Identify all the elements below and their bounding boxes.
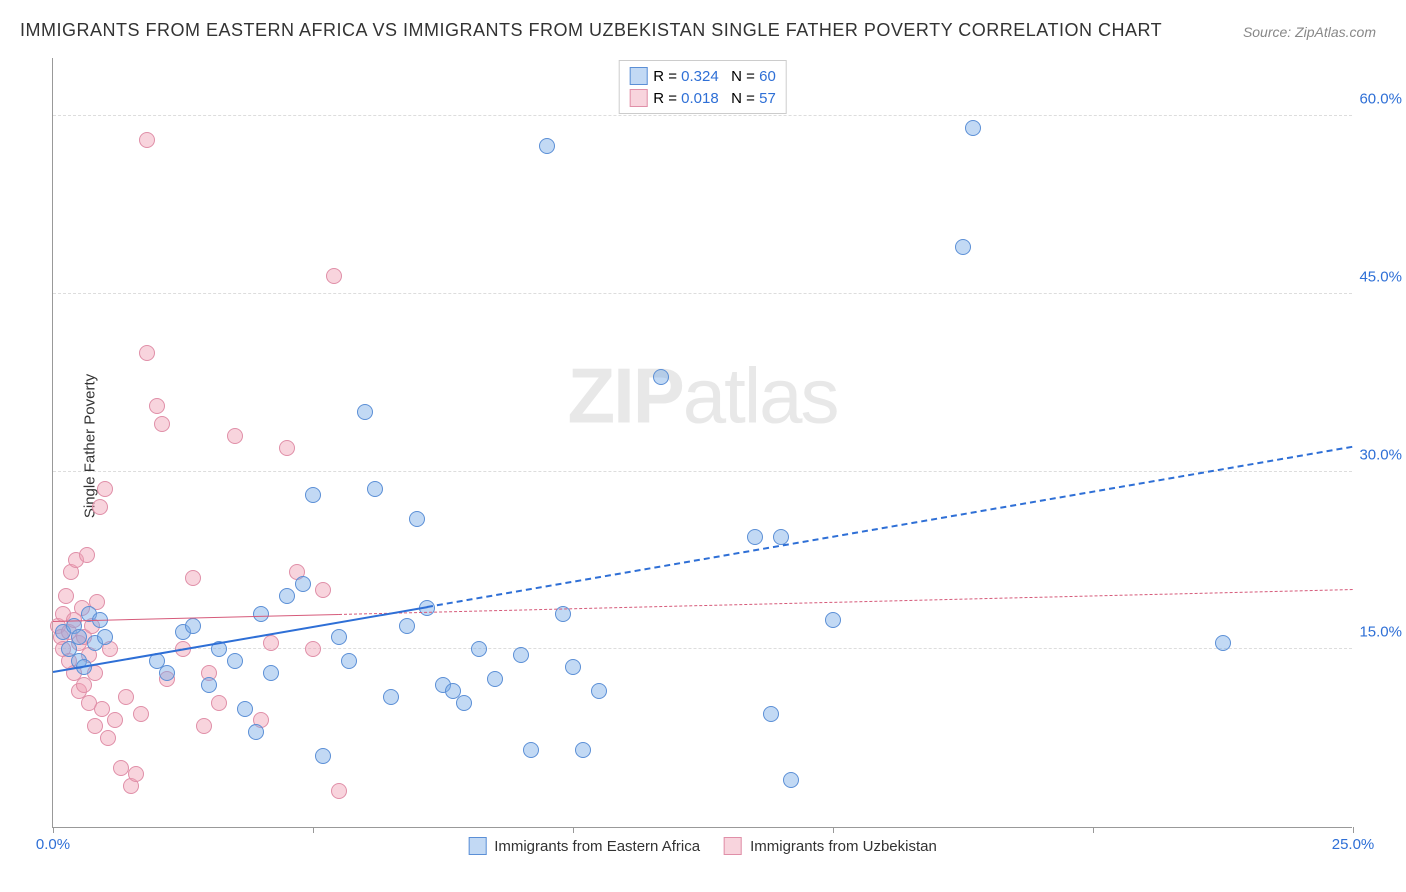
scatter-point-b [326, 268, 342, 284]
scatter-point-b [279, 440, 295, 456]
scatter-point-b [94, 701, 110, 717]
scatter-point-a [263, 665, 279, 681]
scatter-point-a [315, 748, 331, 764]
scatter-point-a [1215, 635, 1231, 651]
gridline [53, 115, 1352, 116]
legend-label: Immigrants from Eastern Africa [494, 838, 700, 855]
scatter-point-b [263, 635, 279, 651]
scatter-point-b [154, 416, 170, 432]
scatter-point-a [591, 683, 607, 699]
y-tick-label: 60.0% [1356, 91, 1402, 108]
scatter-point-a [227, 653, 243, 669]
scatter-point-a [955, 239, 971, 255]
scatter-point-a [513, 647, 529, 663]
legend-swatch [724, 837, 742, 855]
scatter-point-a [71, 629, 87, 645]
scatter-point-a [248, 724, 264, 740]
legend-item: Immigrants from Uzbekistan [724, 837, 937, 855]
scatter-point-a [763, 706, 779, 722]
x-tick-mark [313, 827, 314, 833]
legend-label: Immigrants from Uzbekistan [750, 838, 937, 855]
scatter-point-a [341, 653, 357, 669]
scatter-point-a [367, 481, 383, 497]
legend-swatch [468, 837, 486, 855]
scatter-point-b [128, 766, 144, 782]
x-tick-mark [573, 827, 574, 833]
scatter-point-a [539, 138, 555, 154]
scatter-point-b [227, 428, 243, 444]
scatter-point-b [315, 582, 331, 598]
scatter-point-b [211, 695, 227, 711]
scatter-point-b [196, 718, 212, 734]
scatter-point-a [575, 742, 591, 758]
legend-item: Immigrants from Eastern Africa [468, 837, 700, 855]
scatter-point-b [133, 706, 149, 722]
scatter-point-a [471, 641, 487, 657]
scatter-point-b [149, 398, 165, 414]
scatter-point-a [409, 511, 425, 527]
x-tick-mark [1353, 827, 1354, 833]
plot-area: ZIPatlas R = 0.324 N = 60 R = 0.018 N = … [52, 58, 1352, 828]
scatter-point-b [305, 641, 321, 657]
scatter-point-b [87, 718, 103, 734]
scatter-point-a [965, 120, 981, 136]
scatter-point-a [237, 701, 253, 717]
scatter-point-b [331, 783, 347, 799]
gridline [53, 648, 1352, 649]
scatter-point-a [565, 659, 581, 675]
watermark: ZIPatlas [567, 351, 837, 442]
scatter-point-a [747, 529, 763, 545]
scatter-point-a [783, 772, 799, 788]
scatter-point-b [113, 760, 129, 776]
legend-correlation: R = 0.324 N = 60 R = 0.018 N = 57 [618, 60, 787, 114]
gridline [53, 471, 1352, 472]
chart-container: IMMIGRANTS FROM EASTERN AFRICA VS IMMIGR… [0, 0, 1406, 892]
scatter-point-a [825, 612, 841, 628]
scatter-point-a [487, 671, 503, 687]
scatter-point-a [399, 618, 415, 634]
scatter-point-b [92, 499, 108, 515]
scatter-point-a [456, 695, 472, 711]
y-tick-label: 15.0% [1356, 624, 1402, 641]
y-tick-label: 45.0% [1356, 268, 1402, 285]
gridline [53, 293, 1352, 294]
scatter-point-b [139, 345, 155, 361]
scatter-point-b [185, 570, 201, 586]
scatter-point-a [331, 629, 347, 645]
regression-line-b-dashed [339, 589, 1353, 615]
legend-series: Immigrants from Eastern Africa Immigrants… [468, 837, 937, 855]
scatter-point-a [159, 665, 175, 681]
x-tick-label: 25.0% [1332, 836, 1375, 853]
scatter-point-a [773, 529, 789, 545]
scatter-point-b [79, 547, 95, 563]
scatter-point-a [97, 629, 113, 645]
x-tick-mark [1093, 827, 1094, 833]
scatter-point-a [295, 576, 311, 592]
scatter-point-b [107, 712, 123, 728]
scatter-point-a [201, 677, 217, 693]
legend-row: R = 0.018 N = 57 [629, 87, 776, 109]
x-tick-mark [53, 827, 54, 833]
scatter-point-b [58, 588, 74, 604]
y-tick-label: 30.0% [1356, 446, 1402, 463]
x-tick-label: 0.0% [36, 836, 70, 853]
scatter-point-b [139, 132, 155, 148]
legend-swatch [629, 89, 647, 107]
scatter-point-a [253, 606, 269, 622]
scatter-point-a [523, 742, 539, 758]
scatter-point-b [118, 689, 134, 705]
scatter-point-a [357, 404, 373, 420]
source-attribution: Source: ZipAtlas.com [1243, 24, 1376, 40]
scatter-point-b [97, 481, 113, 497]
scatter-point-a [279, 588, 295, 604]
scatter-point-a [653, 369, 669, 385]
legend-swatch [629, 67, 647, 85]
x-tick-mark [833, 827, 834, 833]
chart-title: IMMIGRANTS FROM EASTERN AFRICA VS IMMIGR… [20, 20, 1162, 41]
legend-row: R = 0.324 N = 60 [629, 65, 776, 87]
scatter-point-b [100, 730, 116, 746]
scatter-point-a [185, 618, 201, 634]
scatter-point-a [383, 689, 399, 705]
scatter-point-a [305, 487, 321, 503]
